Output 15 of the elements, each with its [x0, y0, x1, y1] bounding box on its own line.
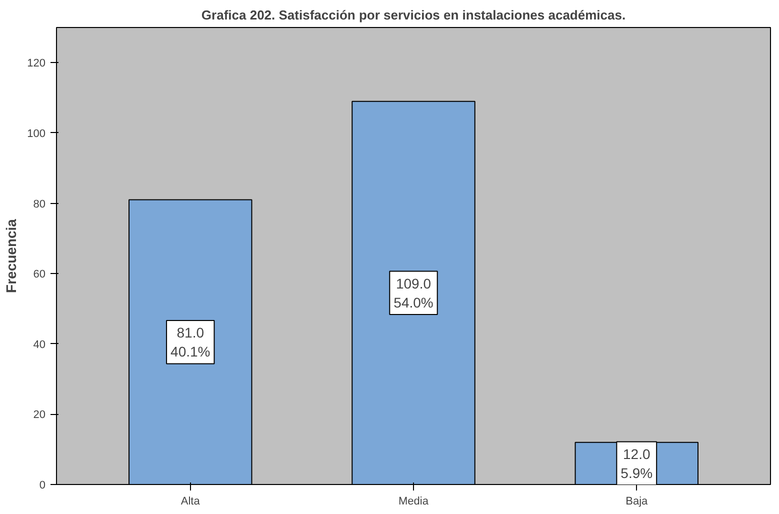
chart-title: Grafica 202. Satisfacción por servicios en instalaciones académicas.: [201, 8, 626, 22]
y-tick-label: 100: [27, 128, 46, 140]
y-tick-label: 40: [33, 338, 46, 351]
y-tick-label: 0: [39, 480, 46, 492]
y-tick-label: 120: [27, 58, 46, 70]
x-tick-label: Alta: [180, 496, 201, 508]
y-tick-label: 60: [33, 268, 46, 281]
data-label: 12.0 5.9%: [620, 446, 653, 482]
y-tick-label: 80: [33, 198, 46, 210]
y-axis-title: Frecuencia: [3, 218, 20, 293]
x-tick-label: Media: [398, 496, 430, 508]
data-label: 81.0 40.1%: [170, 324, 210, 360]
data-label: 109.0 54.0%: [394, 275, 434, 311]
y-tick-label: 20: [33, 409, 46, 422]
x-tick-label: Baja: [626, 496, 649, 508]
